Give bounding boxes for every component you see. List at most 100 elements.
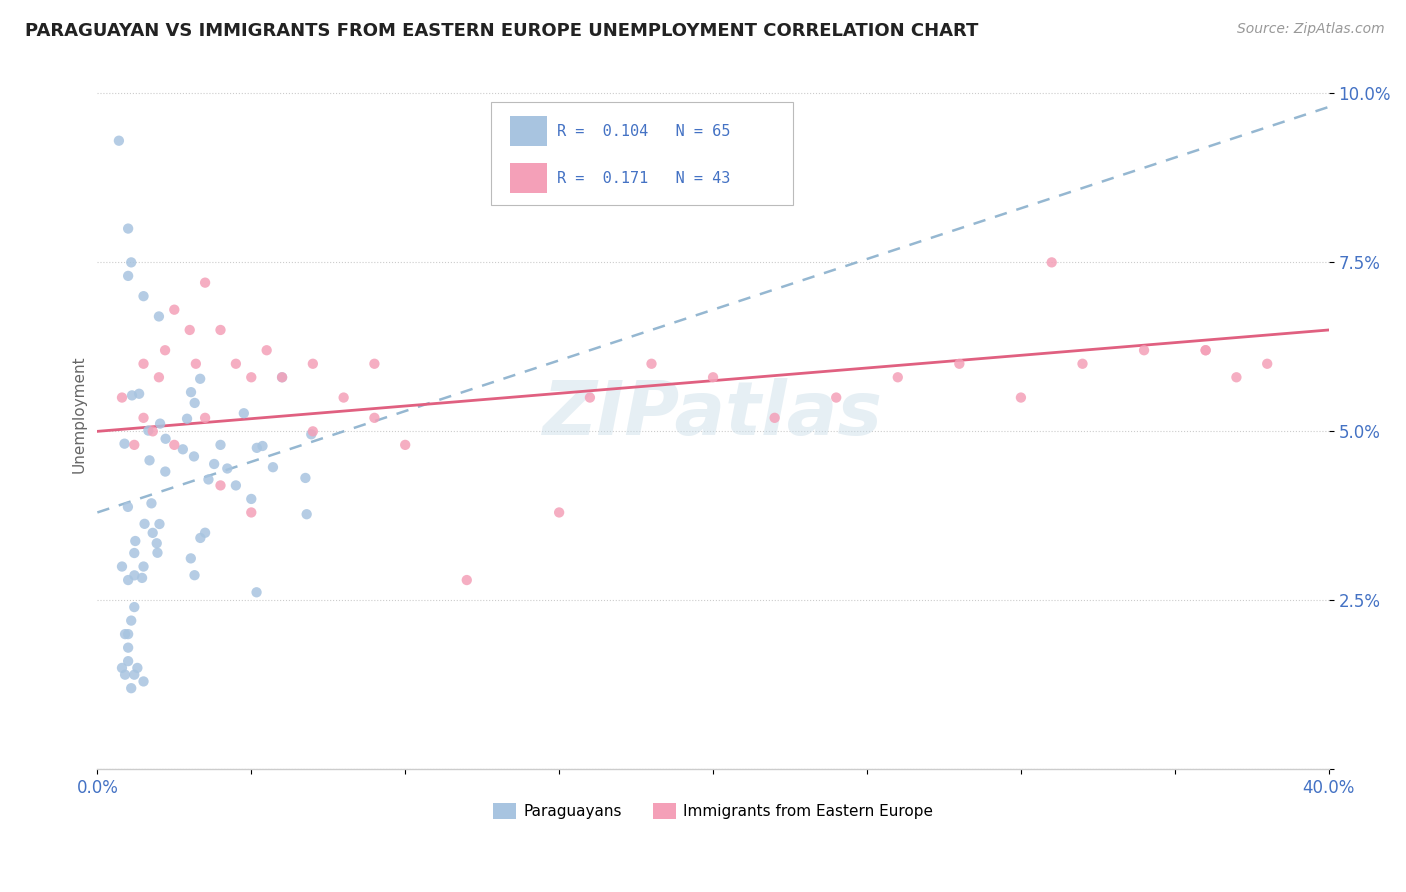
Point [134, 516, 156, 531]
Point [194, 410, 217, 425]
Point [148, 310, 170, 324]
Point [394, 438, 416, 452]
FancyBboxPatch shape [492, 103, 793, 205]
Point [121, 388, 143, 402]
Point [124, 600, 146, 615]
Point [271, 370, 294, 384]
Text: R =  0.171   N = 43: R = 0.171 N = 43 [557, 170, 730, 186]
Point [209, 438, 232, 452]
Point [217, 461, 239, 475]
Point [141, 496, 163, 510]
Point [124, 546, 146, 560]
Point [262, 460, 284, 475]
Point [132, 357, 155, 371]
Point [136, 424, 159, 438]
Point [145, 536, 167, 550]
Point [299, 427, 322, 442]
Text: R =  0.104   N = 65: R = 0.104 N = 65 [557, 124, 730, 139]
Point [202, 457, 225, 471]
Point [114, 627, 136, 641]
Point [132, 559, 155, 574]
Point [117, 640, 139, 655]
Point [194, 525, 217, 540]
Point [302, 357, 325, 371]
Point [363, 410, 385, 425]
Point [579, 391, 602, 405]
Text: Source: ZipAtlas.com: Source: ZipAtlas.com [1237, 22, 1385, 37]
Point [209, 478, 232, 492]
Point [138, 453, 160, 467]
Point [120, 614, 142, 628]
Point [108, 134, 131, 148]
Point [252, 439, 274, 453]
Point [149, 417, 172, 431]
Point [188, 372, 211, 386]
Point [332, 391, 354, 405]
Point [295, 507, 318, 521]
Point [225, 478, 247, 492]
Point [148, 516, 170, 531]
Point [183, 396, 205, 410]
Point [124, 438, 146, 452]
Point [302, 425, 325, 439]
Point [456, 573, 478, 587]
Point [163, 302, 186, 317]
Point [180, 385, 202, 400]
Point [111, 559, 134, 574]
Point [702, 370, 724, 384]
Point [120, 255, 142, 269]
Point [209, 323, 232, 337]
Point [184, 357, 207, 371]
Text: PARAGUAYAN VS IMMIGRANTS FROM EASTERN EUROPE UNEMPLOYMENT CORRELATION CHART: PARAGUAYAN VS IMMIGRANTS FROM EASTERN EU… [25, 22, 979, 40]
Point [640, 357, 662, 371]
Point [114, 667, 136, 681]
Point [1010, 391, 1032, 405]
Point [246, 441, 269, 455]
Point [127, 661, 149, 675]
Point [1225, 370, 1247, 384]
Point [225, 357, 247, 371]
Point [825, 391, 848, 405]
Point [948, 357, 970, 371]
Point [124, 667, 146, 681]
Point [1133, 343, 1156, 358]
Point [256, 343, 278, 358]
Point [763, 410, 786, 425]
Point [153, 343, 176, 358]
Point [197, 473, 219, 487]
Point [114, 436, 136, 450]
Point [128, 386, 150, 401]
Point [132, 289, 155, 303]
Point [240, 370, 263, 384]
Point [155, 465, 177, 479]
Y-axis label: Unemployment: Unemployment [72, 356, 86, 474]
Point [163, 438, 186, 452]
Point [887, 370, 910, 384]
Point [363, 357, 385, 371]
Point [176, 411, 198, 425]
Point [148, 370, 170, 384]
Point [142, 425, 165, 439]
Point [131, 571, 153, 585]
Point [117, 627, 139, 641]
Point [183, 450, 205, 464]
Point [142, 525, 165, 540]
Point [1194, 343, 1216, 358]
Point [1256, 357, 1278, 371]
Point [132, 674, 155, 689]
Point [183, 568, 205, 582]
Point [1194, 343, 1216, 358]
Point [155, 432, 177, 446]
Point [111, 391, 134, 405]
Point [180, 551, 202, 566]
Point [271, 370, 294, 384]
FancyBboxPatch shape [510, 116, 547, 146]
Point [1071, 357, 1094, 371]
Point [245, 585, 267, 599]
Point [120, 681, 142, 696]
Point [124, 568, 146, 582]
Point [146, 546, 169, 560]
Point [117, 654, 139, 668]
Point [548, 506, 571, 520]
Point [111, 661, 134, 675]
